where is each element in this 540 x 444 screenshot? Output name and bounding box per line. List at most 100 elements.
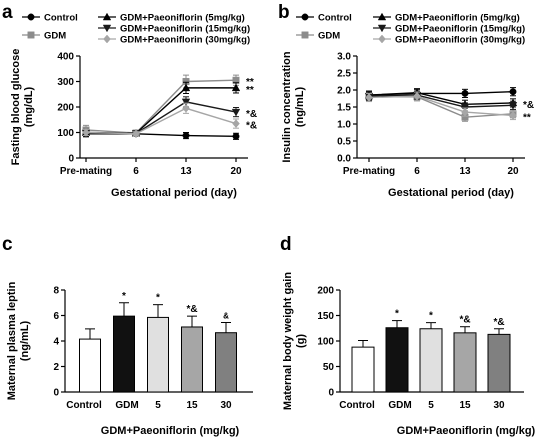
legend-marker — [103, 34, 111, 44]
data-point — [231, 108, 241, 117]
x-tick-label: GDM — [115, 400, 138, 411]
bar — [113, 315, 135, 393]
x-tick-label: 30 — [493, 400, 505, 411]
y-tick-label: 1.0 — [337, 120, 351, 131]
legend-marker — [301, 31, 309, 39]
x-tick-label: 5 — [428, 400, 434, 411]
panel-letter: b — [278, 2, 290, 23]
y-tick-label: 300 — [57, 77, 74, 88]
legend-item: Control — [296, 13, 352, 24]
data-point — [509, 88, 517, 96]
bar — [215, 332, 237, 393]
legend-label: GDM+Paeoniflorin (30mg/kg) — [120, 35, 250, 46]
x-tick-label: 20 — [507, 166, 519, 177]
series-line — [85, 107, 237, 135]
legend-label: GDM+Paeoniflorin (30mg/kg) — [395, 35, 525, 46]
x-tick-label: GDM — [388, 400, 411, 411]
data-point — [232, 132, 240, 140]
legend-item: GDM+Paeoniflorin (30mg/kg) — [98, 35, 250, 46]
y-tick-label: 2.0 — [337, 86, 351, 97]
panel-letter: a — [2, 2, 13, 23]
legend-item: Control — [22, 13, 78, 24]
y-tick-label: 1.5 — [337, 103, 351, 114]
legend-marker — [377, 24, 387, 33]
legend-marker — [377, 12, 387, 21]
series-1 — [82, 74, 240, 137]
data-point — [132, 129, 140, 139]
bar — [79, 338, 101, 393]
series-line — [85, 87, 236, 134]
x-tick-label: 15 — [186, 400, 198, 411]
series-line — [368, 95, 514, 117]
y-tick-label: 150 — [317, 311, 334, 322]
bar — [351, 346, 375, 393]
significance-mark: & — [223, 312, 229, 321]
significance-mark: *& — [459, 315, 470, 326]
y-tick-label: 400 — [57, 52, 74, 63]
legend-item: GDM — [22, 31, 66, 42]
series-line — [368, 94, 514, 108]
data-point — [413, 91, 421, 101]
y-tick-label: 3.0 — [337, 52, 351, 63]
group-label: GDM+Paeoniflorin (mg/kg) — [397, 425, 536, 437]
significance-mark: *& — [493, 317, 504, 328]
legend-item: GDM+Paeoniflorin (5mg/kg) — [373, 13, 520, 24]
x-axis-title: Gestational period (day) — [388, 187, 514, 199]
y-tick-label: 8 — [53, 286, 59, 297]
significance-mark: *& — [186, 304, 197, 315]
significance-mark: * — [429, 311, 433, 322]
y-tick-label: 0 — [328, 388, 334, 399]
series-4 — [365, 91, 517, 121]
axes: 0 100 200 300 400 Pre-mating 6 13 20 Gestational … — [10, 49, 248, 199]
y-tick-label: 0.0 — [337, 154, 351, 165]
x-axis-title: Gestational period (day) — [111, 187, 237, 199]
y-axis-title: Fasting blood glucose(mg/dL) — [10, 49, 35, 166]
annotations: *& ** — [523, 100, 534, 124]
y-tick-label: 4 — [53, 337, 59, 348]
y-axis-title: Maternal plasma leptin(ng/mL) — [6, 281, 31, 400]
data-point — [509, 111, 517, 120]
y-tick-label: 200 — [317, 286, 334, 297]
panel-c: c 0 2 4 6 8 Maternal plasma leptin(ng/mL) Contr… — [2, 234, 253, 437]
significance-mark: * — [122, 291, 126, 302]
x-tick-label: 20 — [230, 166, 242, 177]
significance-mark: * — [395, 309, 399, 320]
data-point — [365, 93, 373, 102]
data-point — [231, 83, 241, 92]
panel-letter: c — [2, 234, 13, 255]
x-tick-label: Control — [66, 400, 102, 411]
legend-marker — [378, 34, 386, 44]
data-point — [508, 102, 518, 110]
y-tick-label: 200 — [57, 103, 74, 114]
panel-d: d 0 50 100 150 200 Maternal body weight gain(g… — [280, 234, 536, 437]
legend-label: Control — [318, 13, 352, 24]
annotations: **** *&*& — [246, 77, 257, 131]
data-point — [182, 132, 190, 140]
x-tick-label: 13 — [459, 166, 471, 177]
legend-item: GDM — [296, 31, 340, 42]
data-point — [460, 103, 470, 112]
data-point — [82, 128, 90, 137]
legend-item: GDM+Paeoniflorin (15mg/kg) — [373, 24, 525, 35]
y-axis-title: Maternal body weight gain(g) — [282, 272, 307, 410]
bar — [487, 333, 511, 393]
legend-marker — [301, 13, 309, 21]
legend-item: GDM+Paeoniflorin (15mg/kg) — [98, 24, 250, 35]
x-tick-label: Pre-mating — [343, 166, 395, 177]
x-tick-label: 6 — [414, 166, 420, 177]
y-tick-label: 2.5 — [337, 69, 351, 80]
axes: 0 50 100 150 200 Maternal body weight gain(g)… — [282, 272, 536, 437]
legend-label: GDM+Paeoniflorin (5mg/kg) — [395, 13, 520, 24]
x-tick-label: Pre-mating — [60, 166, 112, 177]
y-axis-title: Insulin concentration(ng/mL) — [281, 51, 306, 163]
x-tick-label: 15 — [459, 400, 471, 411]
data-point — [232, 119, 240, 128]
axes: 0.0 0.5 1.0 1.5 2.0 2.5 3.0 Pre-mating 6 13 20 Gest… — [281, 51, 525, 199]
x-tick-label: 5 — [155, 400, 161, 411]
significance-mark: ** — [523, 113, 531, 124]
y-tick-label: 0 — [53, 388, 59, 399]
data-point — [461, 107, 469, 117]
